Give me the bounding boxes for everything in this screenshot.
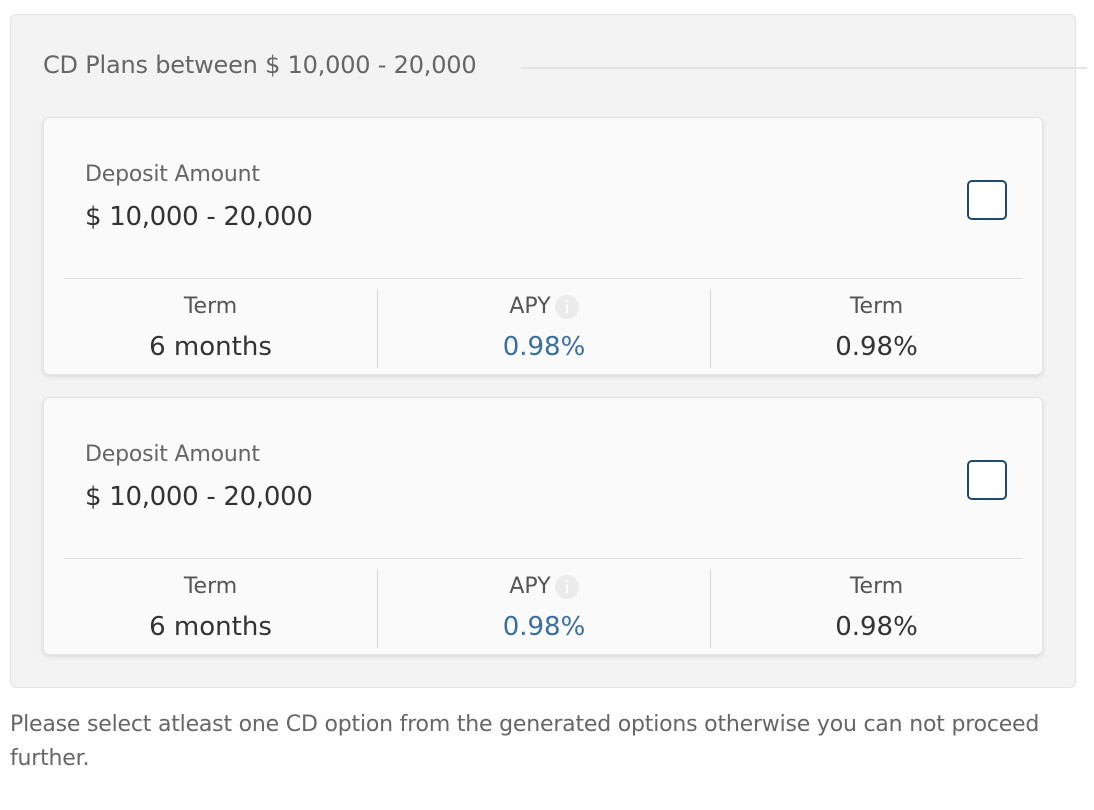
select-plan-checkbox[interactable] — [967, 180, 1007, 220]
cd-plans-title: CD Plans between $ 10,000 - 20,000 — [43, 51, 477, 79]
apy-label: APY — [509, 574, 551, 599]
cd-plan-card[interactable]: Deposit Amount $ 10,000 - 20,000 Term 6 … — [43, 397, 1043, 655]
term-column: Term 6 months — [44, 290, 377, 368]
term-rate-column: Term 0.98% — [710, 290, 1042, 368]
term-label: Term — [183, 294, 238, 319]
apy-column: APY 0.98% — [377, 570, 710, 648]
deposit-amount-value: $ 10,000 - 20,000 — [85, 482, 313, 512]
term-rate-value: 0.98% — [835, 332, 918, 362]
term-column: Term 6 months — [44, 570, 377, 648]
deposit-amount-label: Deposit Amount — [85, 162, 260, 187]
legend-divider — [521, 67, 1087, 69]
info-icon[interactable] — [554, 575, 579, 599]
term-value: 6 months — [149, 332, 272, 362]
term-rate-value: 0.98% — [835, 612, 918, 642]
select-plan-checkbox[interactable] — [967, 460, 1007, 500]
term-rate-label: Term — [849, 294, 904, 319]
apy-value: 0.98% — [502, 612, 586, 642]
cd-plans-panel: CD Plans between $ 10,000 - 20,000 Depos… — [10, 14, 1087, 688]
cd-plan-card[interactable]: Deposit Amount $ 10,000 - 20,000 Term 6 … — [43, 117, 1043, 375]
apy-label-row: APY — [378, 290, 710, 324]
apy-value: 0.98% — [502, 332, 586, 362]
apy-label-row: APY — [378, 570, 710, 604]
card-divider — [64, 278, 1022, 279]
cd-plans-legend: CD Plans between $ 10,000 - 20,000 — [43, 51, 1087, 79]
apy-label: APY — [509, 294, 551, 319]
term-rate-label: Term — [849, 574, 904, 599]
term-label: Term — [183, 574, 238, 599]
term-rate-column: Term 0.98% — [710, 570, 1042, 648]
selection-required-note: Please select atleast one CD option from… — [10, 712, 1040, 771]
term-value: 6 months — [149, 612, 272, 642]
deposit-amount-value: $ 10,000 - 20,000 — [85, 202, 313, 232]
card-divider — [64, 558, 1022, 559]
apy-column: APY 0.98% — [377, 290, 710, 368]
info-icon[interactable] — [554, 295, 579, 319]
deposit-amount-label: Deposit Amount — [85, 442, 260, 467]
